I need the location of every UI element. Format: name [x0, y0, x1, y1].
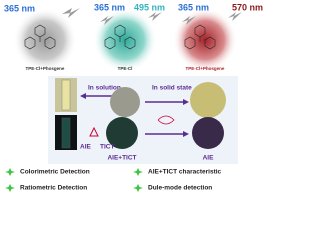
caption: TPE-Cl+Phosgene [26, 66, 65, 71]
molecule [24, 24, 216, 50]
caption: TPE-Cl+Phosgene [186, 66, 225, 71]
film [190, 82, 226, 118]
vial [61, 117, 71, 149]
feature: Dule-mode detection [148, 185, 212, 192]
excitation: 365 nm [4, 3, 35, 13]
excitation: 365 nm [94, 2, 125, 12]
mechanism-label: AIE [80, 144, 92, 151]
arrowhead [80, 93, 86, 99]
phosgene-icon [89, 126, 99, 137]
vial [61, 79, 71, 111]
film [106, 117, 138, 149]
film [110, 87, 140, 117]
emission: 495 nm [134, 2, 165, 12]
rotation-icon [157, 115, 175, 125]
bullet-icons [5, 168, 143, 192]
feature: Ratiometric Detection [20, 185, 87, 192]
film [192, 117, 224, 149]
arrowhead [183, 99, 189, 105]
mechanism-label: TICT [100, 144, 114, 151]
mechanism-label: AIE+TICT [107, 155, 136, 162]
emission: 570 nm [232, 2, 263, 12]
feature: Colorimetric Detection [20, 169, 90, 176]
state-label: In solid state [152, 85, 192, 92]
excitation: 365 nm [178, 2, 209, 12]
arrowhead [183, 131, 189, 137]
graphical-abstract: 365 nm 365 nm 495 nm 365 nm 570 nm TPE-C… [4, 2, 263, 192]
caption: TPE-Cl [118, 66, 133, 71]
state-label: In solution [88, 85, 121, 92]
mechanism-label: AIE [203, 155, 215, 162]
lightning [62, 8, 242, 25]
feature: AIE+TICT characteristic [148, 169, 222, 176]
